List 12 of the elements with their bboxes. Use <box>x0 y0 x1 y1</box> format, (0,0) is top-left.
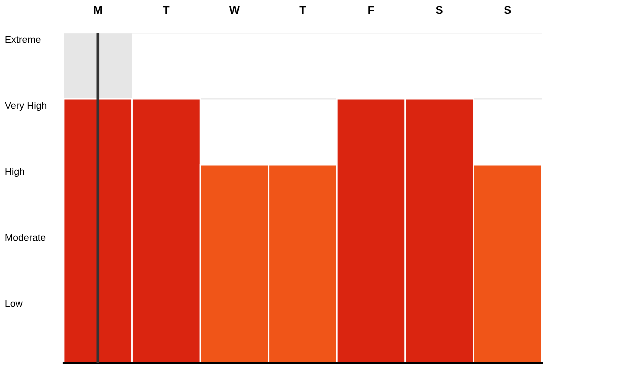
x-tick-label: M <box>94 6 102 14</box>
text: High <box>6 168 24 178</box>
x-tick-label: S <box>436 6 443 14</box>
x-tick-label: T <box>300 6 306 14</box>
text: Extreme <box>6 36 41 44</box>
x-tick-label: F <box>368 6 374 14</box>
x-tick-label: W <box>229 6 240 14</box>
text: Moderate <box>6 234 46 242</box>
x-tick-label: S <box>504 6 512 14</box>
text: Very High <box>5 102 47 112</box>
text: Low <box>6 300 23 308</box>
x-tick-label: T <box>163 6 170 14</box>
